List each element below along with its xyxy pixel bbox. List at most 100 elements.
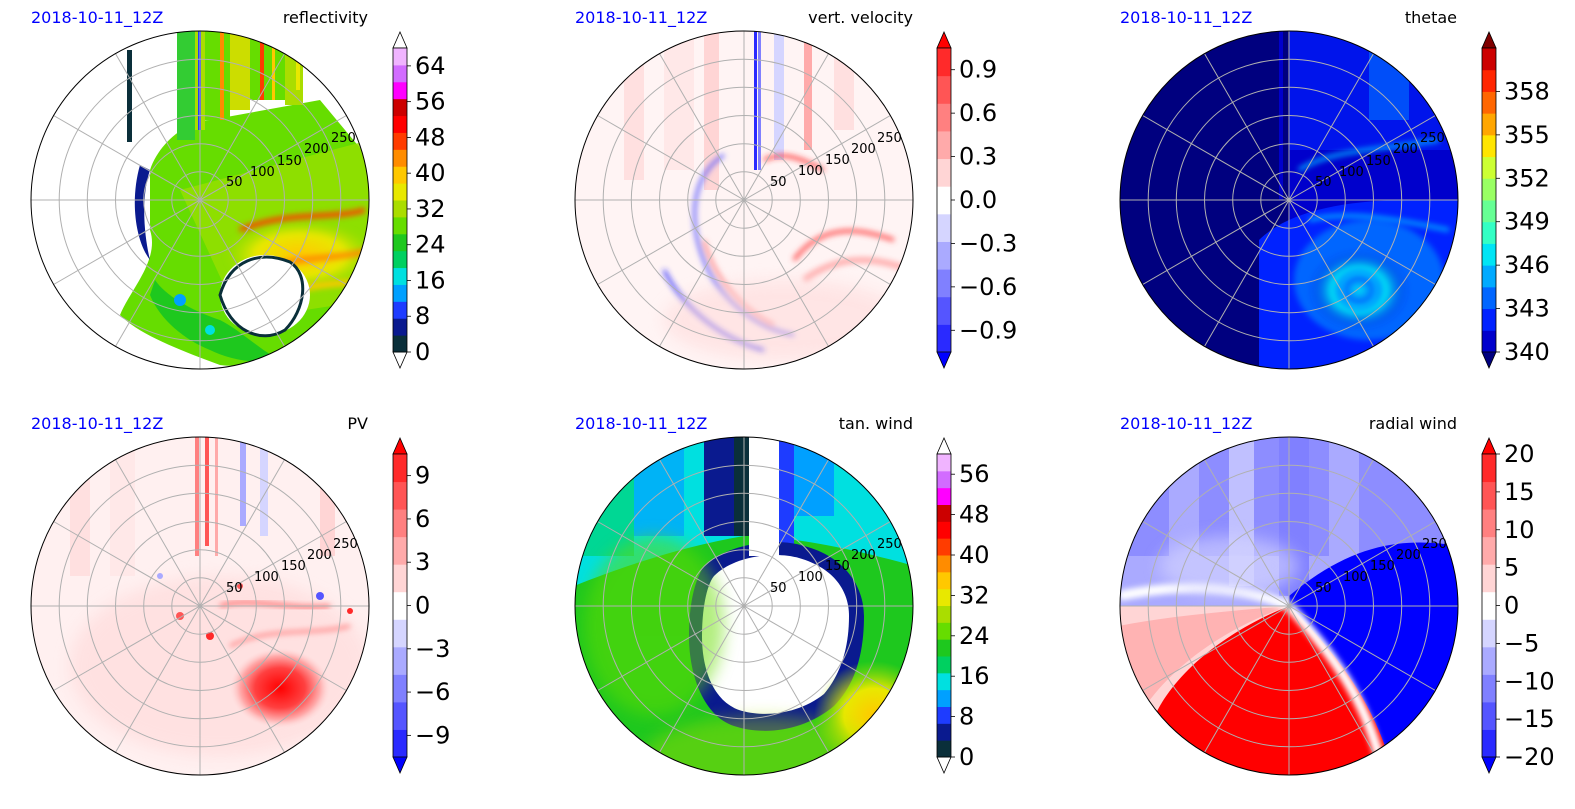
colorbar-tick-label: −9: [415, 721, 450, 749]
panel-title: PV: [347, 414, 368, 433]
radial-tick-labels: 50 100 150 200 250: [226, 537, 358, 596]
colorbar-tick-label: 16: [959, 662, 990, 690]
colorbar-tick-label: 8: [415, 302, 430, 330]
colorbar-segment: [1482, 91, 1496, 114]
colorbar-segment: [937, 269, 951, 298]
colorbar-tick-label: 0: [1504, 592, 1519, 620]
colorbar-segment: [1482, 646, 1496, 675]
colorbar-segment: [1482, 564, 1496, 593]
colorbar-segment: [393, 64, 407, 83]
panel-title: tan. wind: [839, 414, 913, 433]
radial-tick-label: 100: [798, 570, 823, 585]
colorbar-segment: [1482, 674, 1496, 703]
panel-radial-wind: 2018-10-11_12Z radial wind: [1119, 414, 1555, 776]
polar-plot: 50 100 150 200 250: [1119, 436, 1459, 776]
panel-title: reflectivity: [283, 8, 368, 27]
colorbar-segment: [393, 250, 407, 269]
polar-frame: [574, 436, 914, 776]
radial-grid: [575, 437, 913, 775]
colorbar-tick-label: −0.3: [959, 229, 1017, 257]
radial-tick-label: 150: [1370, 559, 1395, 574]
polar-frame: [30, 30, 370, 370]
colorbar-segment: [393, 301, 407, 319]
colorbar-segment: [937, 672, 951, 691]
radial-tick-label: 200: [1396, 548, 1421, 563]
panel-timestamp: 2018-10-11_12Z: [31, 414, 163, 434]
colorbar-segment: [937, 470, 951, 489]
colorbar-extend-min: [1481, 756, 1497, 774]
colorbar-segment: [1482, 243, 1496, 266]
colorbar-segment: [393, 267, 407, 285]
colorbar-tick-label: 0.3: [959, 143, 997, 171]
colorbar-segment: [937, 605, 951, 623]
colorbar-tick-label: 32: [959, 581, 990, 609]
panel-pv: 2018-10-11_12Z PV: [30, 414, 450, 776]
colorbar-tick-label: 0: [959, 743, 974, 771]
colorbar-segment: [393, 509, 407, 538]
radial-tick-label: 250: [877, 537, 902, 552]
colorbar-segment: [393, 318, 407, 336]
radial-grid: [1120, 437, 1458, 775]
colorbar-tick-label: 340: [1504, 338, 1550, 366]
colorbar-tick-label: 48: [415, 123, 446, 151]
colorbar-extend-min: [392, 756, 408, 774]
colorbar-segment: [1482, 156, 1496, 179]
colorbar-segment: [1482, 481, 1496, 510]
panel-vert-velocity: 2018-10-11_12Z vert. velocity: [574, 8, 1017, 370]
colorbar-segment: [393, 149, 407, 167]
radial-tick-label: 200: [307, 548, 332, 563]
colorbar-tick-label: 40: [959, 541, 990, 569]
radial-tick-label: 200: [851, 548, 876, 563]
colorbar-tick-label: 16: [415, 266, 446, 294]
colorbar-tick-label: 48: [959, 501, 990, 529]
colorbar-tick-label: 0.9: [959, 56, 997, 84]
colorbar-tick-label: 355: [1504, 121, 1550, 149]
colorbar-tick-label: 0: [415, 338, 430, 366]
radial-tick-label: 250: [1420, 131, 1445, 146]
colorbar-extend-max: [936, 31, 952, 49]
colorbar-tick-label: −6: [415, 678, 450, 706]
colorbar-segment: [937, 48, 951, 77]
radial-grid: [1120, 31, 1458, 369]
colorbar-segment: [393, 335, 407, 353]
radial-tick-label: 150: [277, 154, 302, 169]
colorbar-thetae: 340 343 346 349 352 355 358: [1481, 31, 1550, 369]
colorbar-tick-label: 20: [1504, 440, 1535, 468]
colorbar-segment: [937, 296, 951, 325]
colorbar-segment: [1482, 113, 1496, 136]
radial-tick-label: 150: [281, 559, 306, 574]
colorbar-tick-label: 15: [1504, 478, 1535, 506]
colorbar-segment: [393, 619, 407, 648]
colorbar-pv: −9 −6 −3 0 3 6 9: [392, 437, 450, 774]
colorbar-tick-label: 8: [959, 703, 974, 731]
colorbar-vert-velocity: −0.9 −0.6 −0.3 0.0 0.3 0.6 0.9: [936, 31, 1017, 369]
colorbar-tick-label: 56: [415, 88, 446, 116]
colorbar-tick-label: 3: [415, 548, 430, 576]
radial-tick-label: 150: [1366, 154, 1391, 169]
colorbar-tick-label: 358: [1504, 77, 1550, 105]
colorbar-tick-label: −5: [1504, 629, 1539, 657]
colorbar-tick-label: 0.6: [959, 99, 997, 127]
radial-tick-label: 250: [333, 537, 358, 552]
polar-plot: 50 100 150 200 250: [1119, 30, 1459, 370]
colorbar-segment: [1482, 265, 1496, 288]
radial-tick-label: 250: [877, 131, 902, 146]
colorbar-extend-min: [936, 756, 952, 774]
radial-tick-label: 100: [1343, 570, 1368, 585]
radial-tick-label: 100: [798, 164, 823, 179]
colorbar-segment: [393, 284, 407, 302]
colorbar-segment: [393, 536, 407, 565]
colorbar-segment: [937, 639, 951, 657]
colorbar-tick-label: 24: [959, 622, 990, 650]
colorbar-segment: [393, 233, 407, 252]
colorbar-segment: [1482, 509, 1496, 538]
colorbar-segment: [937, 588, 951, 606]
radial-tick-label: 250: [1422, 537, 1447, 552]
panel-title: radial wind: [1369, 414, 1457, 433]
colorbar-segment: [937, 656, 951, 674]
colorbar-segment: [393, 166, 407, 184]
radial-tick-label: 200: [1393, 142, 1418, 157]
colorbar-segment: [393, 454, 407, 483]
colorbar-extend-min: [936, 351, 952, 369]
